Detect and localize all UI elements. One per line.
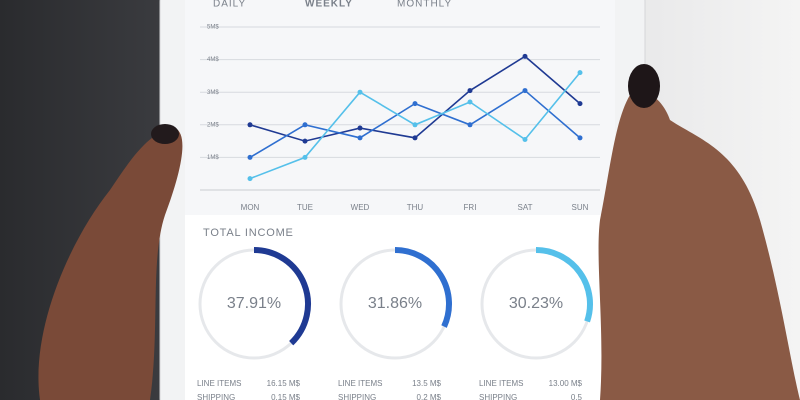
detail-label: SHIPPING <box>338 393 376 400</box>
right-nail <box>628 64 660 108</box>
detail-label: SHIPPING <box>197 393 235 400</box>
point <box>357 125 363 131</box>
detail-label: SHIPPING <box>479 393 517 400</box>
y-tick-label: 1M$ <box>207 155 219 161</box>
point <box>412 135 418 141</box>
point <box>247 176 253 182</box>
x-tick-label: FRI <box>464 203 477 212</box>
point <box>412 122 418 128</box>
point <box>577 135 583 141</box>
donut-arc <box>253 247 311 346</box>
detail-value: 0.2 M$ <box>417 393 442 400</box>
section-title: TOTAL INCOME <box>203 227 294 239</box>
x-tick-label: THU <box>407 203 424 212</box>
point <box>302 122 308 128</box>
detail-value: 13.00 M$ <box>549 379 583 388</box>
detail-value: 16.15 M$ <box>267 379 301 388</box>
x-tick-label: MON <box>241 203 260 212</box>
x-tick-label: SAT <box>518 203 533 212</box>
point <box>412 101 418 107</box>
detail-value: 0.15 M$ <box>271 393 300 400</box>
left-nail <box>151 124 179 144</box>
y-tick-label: 2M$ <box>207 122 219 128</box>
point <box>522 53 528 59</box>
x-tick-label: WED <box>351 203 370 212</box>
donut-chart: TOTAL INCOME 37.91% LINE ITEMS 16.15 M$ SHIP… <box>197 227 593 400</box>
point <box>247 122 253 128</box>
point <box>357 135 363 141</box>
donut-label: 30.23% <box>509 295 563 312</box>
point <box>522 136 528 142</box>
x-tick-label: SUN <box>572 203 589 212</box>
tab[interactable]: MONTHLY <box>397 0 452 10</box>
point <box>467 88 473 94</box>
point <box>522 88 528 94</box>
point <box>302 154 308 160</box>
detail-value: 0.5 <box>571 393 583 400</box>
donut-arc <box>535 247 593 323</box>
point <box>247 154 253 160</box>
donut-label: 37.91% <box>227 295 281 312</box>
tab[interactable]: DAILY <box>213 0 246 10</box>
detail-label: LINE ITEMS <box>197 379 241 388</box>
y-tick-label: 5M$ <box>207 25 219 31</box>
line-chart: DAILY WEEKLY MONTHLY 1M$ 2M$ 3M$ 4M$ 5M$ MON TUE W… <box>200 0 600 212</box>
tab[interactable]: WEEKLY <box>305 0 353 10</box>
point <box>467 99 473 105</box>
y-tick-label: 3M$ <box>207 90 219 96</box>
point <box>302 138 308 144</box>
point <box>467 122 473 128</box>
left-hand <box>38 128 183 400</box>
point <box>577 70 583 76</box>
detail-label: LINE ITEMS <box>338 379 382 388</box>
detail-value: 13.5 M$ <box>412 379 441 388</box>
point <box>577 101 583 107</box>
detail-label: LINE ITEMS <box>479 379 523 388</box>
donut-label: 31.86% <box>368 295 422 312</box>
right-hand <box>598 92 800 400</box>
x-tick-label: TUE <box>297 203 313 212</box>
donut-arc <box>394 247 452 328</box>
y-tick-label: 4M$ <box>207 57 219 63</box>
point <box>357 89 363 95</box>
chart-panel <box>185 0 615 215</box>
